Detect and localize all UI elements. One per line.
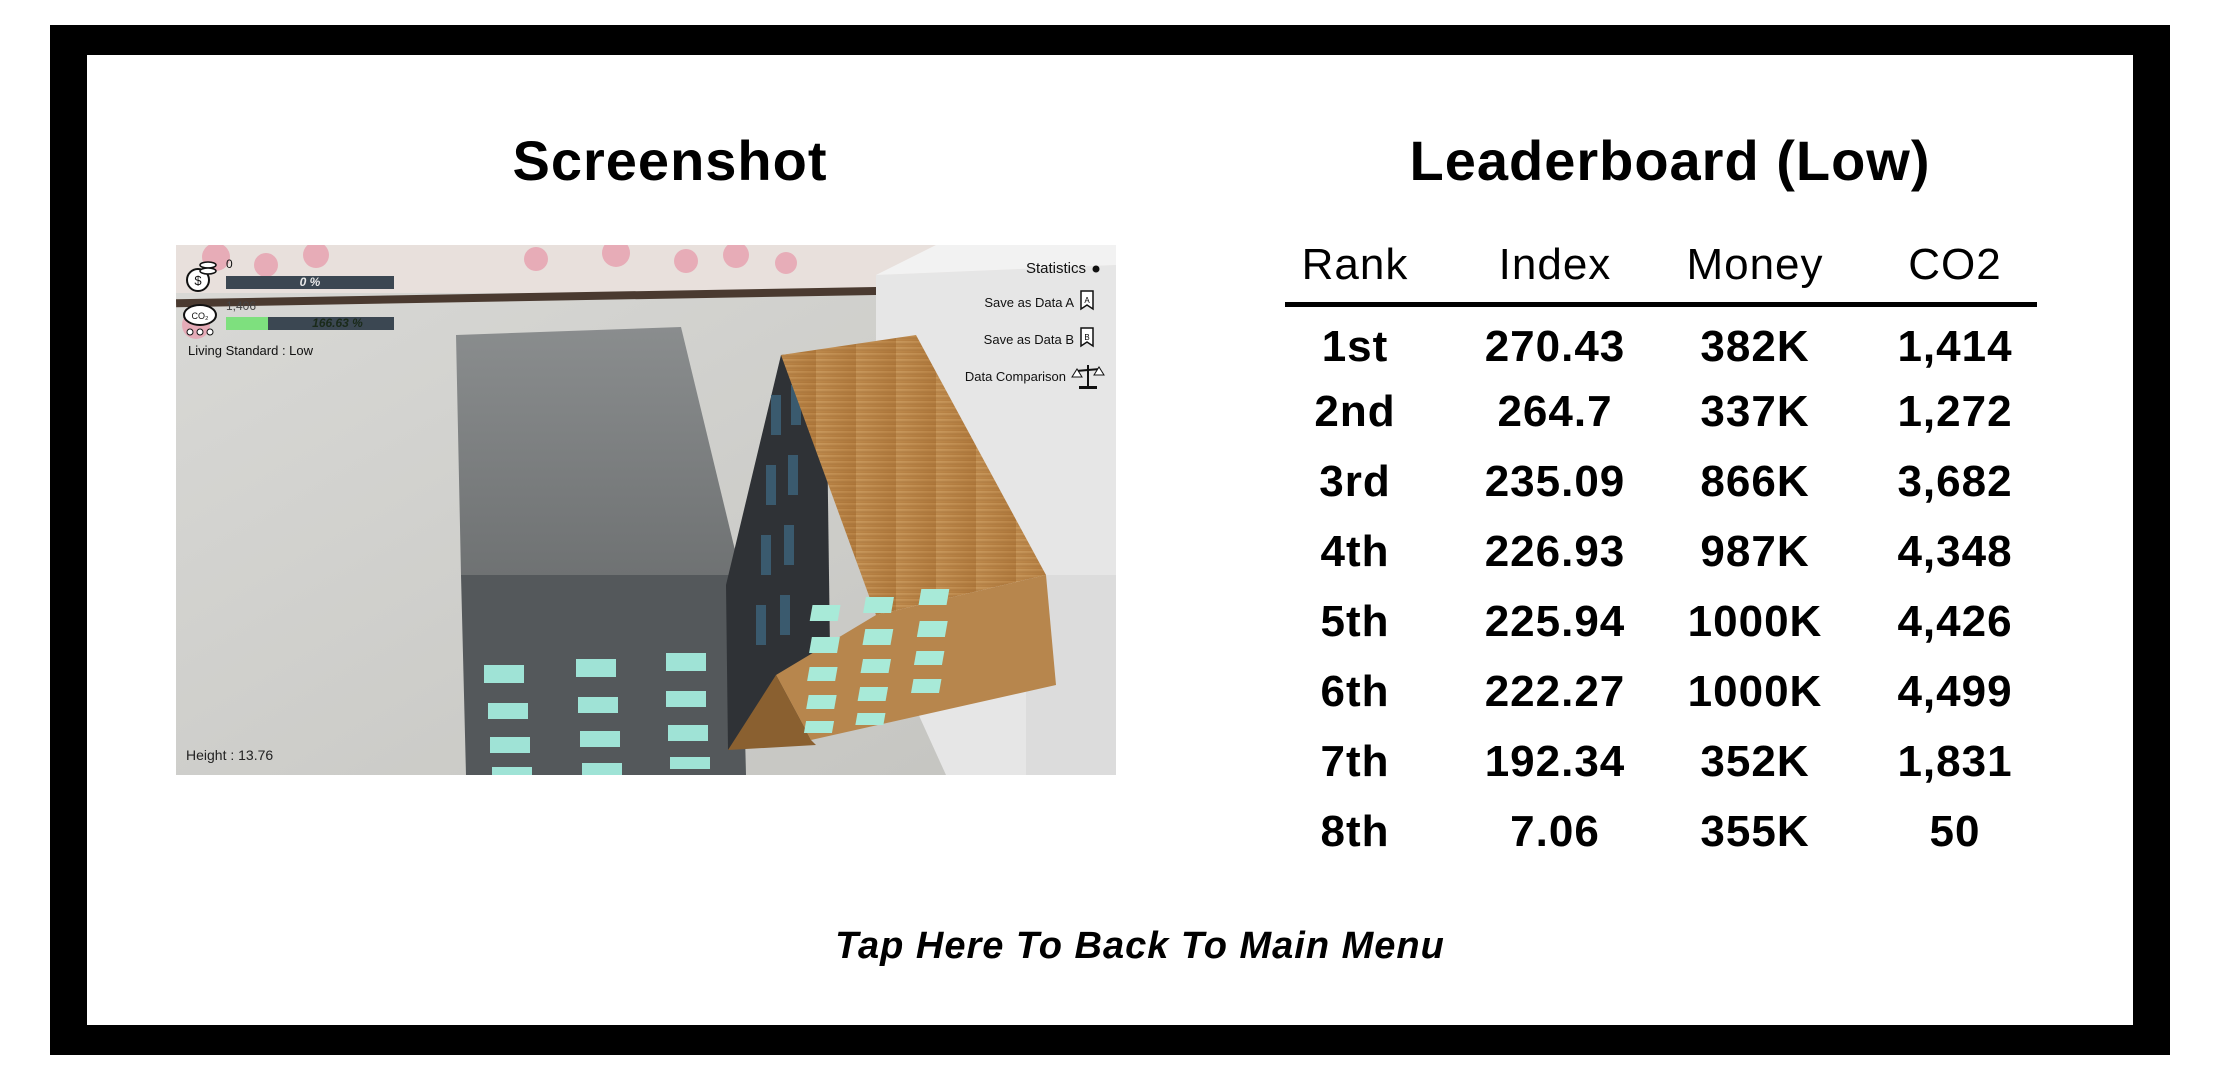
- table-cell-rank: 6th: [1320, 667, 1390, 716]
- table-cell-rank: 7th: [1320, 737, 1390, 786]
- save-as-data-b-button[interactable]: Save as Data B: [983, 332, 1074, 347]
- money-icon: $: [186, 261, 217, 292]
- table-cell-rank: 8th: [1320, 807, 1390, 856]
- bookmark-b-icon: B: [1080, 327, 1094, 348]
- statistics-button[interactable]: Statistics: [1025, 260, 1086, 277]
- bookmark-a-icon: A: [1080, 290, 1094, 311]
- column-header-co2: CO2: [1908, 240, 2002, 289]
- table-cell-co2: 1,414: [1897, 322, 2013, 371]
- table-cell-index: 7.06: [1510, 807, 1600, 856]
- table-cell-money: 337K: [1700, 387, 1810, 436]
- back-to-main-menu-button[interactable]: Tap Here To Back To Main Menu: [835, 925, 1445, 967]
- statistics-dot-icon: [1092, 265, 1100, 273]
- svg-text:CO₂: CO₂: [192, 311, 210, 321]
- table-cell-money: 355K: [1700, 807, 1810, 856]
- co2-value: 1,406: [226, 299, 257, 313]
- table-cell-rank: 3rd: [1319, 457, 1391, 506]
- table-cell-rank: 2nd: [1314, 387, 1396, 436]
- screenshot-title: Screenshot: [512, 129, 828, 192]
- table-cell-money: 1000K: [1687, 667, 1823, 716]
- table-cell-index: 235.09: [1484, 457, 1626, 506]
- table-cell-rank: 5th: [1320, 597, 1390, 646]
- table-cell-money: 866K: [1700, 457, 1810, 506]
- leaderboard-title: Leaderboard (Low): [1409, 129, 1931, 192]
- table-cell-co2: 4,426: [1897, 597, 2013, 646]
- column-header-rank: Rank: [1301, 240, 1409, 289]
- table-cell-money: 1000K: [1687, 597, 1823, 646]
- header-divider: [1285, 302, 2037, 307]
- table-cell-rank: 4th: [1320, 527, 1390, 576]
- living-standard-label: Living Standard : Low: [188, 343, 314, 358]
- svg-text:B: B: [1084, 333, 1089, 342]
- column-header-index: Index: [1498, 240, 1612, 289]
- data-comparison-button[interactable]: Data Comparison: [964, 369, 1066, 384]
- table-cell-index: 222.27: [1484, 667, 1626, 716]
- table-cell-money: 987K: [1700, 527, 1810, 576]
- table-cell-index: 226.93: [1484, 527, 1626, 576]
- save-as-data-a-button[interactable]: Save as Data A: [984, 295, 1074, 310]
- table-cell-index: 225.94: [1484, 597, 1626, 646]
- table-cell-co2: 3,682: [1897, 457, 2013, 506]
- game-screenshot: $ CO₂ A B 0 0 %: [176, 245, 1116, 775]
- height-label: Height : 13.76: [186, 747, 274, 763]
- svg-text:A: A: [1084, 296, 1090, 305]
- table-cell-co2: 50: [1929, 807, 1981, 856]
- table-cell-money: 352K: [1700, 737, 1810, 786]
- table-cell-co2: 4,348: [1897, 527, 2013, 576]
- column-header-money: Money: [1686, 240, 1824, 289]
- money-bar-track: [226, 276, 394, 289]
- table-cell-money: 382K: [1700, 322, 1810, 371]
- money-percent: 0 %: [299, 275, 321, 289]
- table-cell-co2: 1,272: [1897, 387, 2013, 436]
- table-cell-index: 264.7: [1497, 387, 1613, 436]
- money-value: 0: [226, 257, 233, 271]
- svg-text:$: $: [194, 273, 202, 288]
- screenshot-scene: $ CO₂ A B: [176, 245, 1116, 775]
- co2-percent: 166.63 %: [312, 316, 363, 330]
- table-cell-rank: 1st: [1321, 322, 1389, 371]
- co2-cloud-icon: CO₂: [183, 304, 217, 336]
- table-cell-co2: 4,499: [1897, 667, 2013, 716]
- co2-bar-fill: [226, 317, 268, 330]
- table-cell-co2: 1,831: [1897, 737, 2013, 786]
- table-cell-index: 192.34: [1484, 737, 1626, 786]
- scale-comparison-icon: [1071, 365, 1105, 389]
- table-cell-index: 270.43: [1484, 322, 1626, 371]
